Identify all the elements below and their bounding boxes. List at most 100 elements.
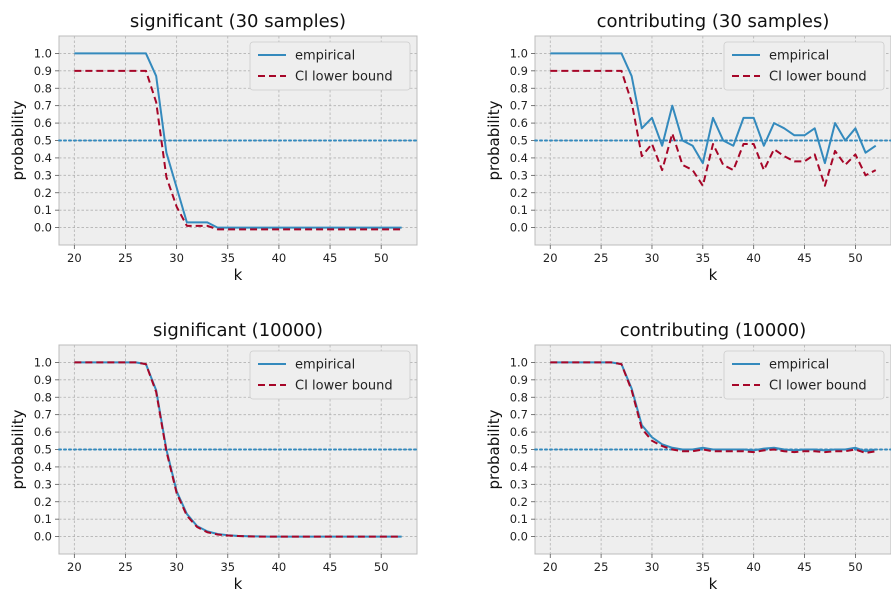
x-tick-label: 45 [323,560,338,574]
x-tick-label: 50 [848,560,863,574]
x-tick-label: 30 [169,560,184,574]
legend: empirical CI lower bound [249,41,411,91]
x-tick-label: 45 [797,251,812,265]
series-line-empirical [550,52,877,165]
y-tick-label: 0.1 [510,203,528,217]
y-tick-label: 0.3 [34,168,52,182]
x-axis-label: k [709,575,718,593]
series-line-empirical [74,52,402,229]
legend-box [723,350,885,400]
x-axis-label: k [709,266,718,284]
x-tick-label: 45 [323,251,338,265]
x-tick-label: 30 [169,251,184,265]
y-tick-label: 0.1 [34,203,52,217]
y-tick-label: 0.4 [510,151,528,165]
y-tick-label: 0.7 [34,99,52,113]
x-tick-label: 35 [696,251,711,265]
y-tick-label: 0.6 [34,116,52,130]
legend-label: CI lower bound [295,70,393,85]
y-tick-label: 0.6 [510,116,528,130]
x-tick-label: 40 [746,560,761,574]
chart-title: contributing (30 samples) [597,11,830,32]
y-tick-label: 0.4 [510,460,528,474]
x-tick-label: 25 [118,560,133,574]
chart-panel-2: 20 25 30 35 40 45 50 0.0 0.1 0.2 0.3 0.4 0.5 0.6 0.7 0.… [485,11,891,284]
legend: empirical CI lower bound [249,350,411,400]
x-tick-label: 50 [848,251,863,265]
x-tick-label: 45 [797,560,812,574]
y-tick-label: 0.3 [34,477,52,491]
y-tick-label: 0.9 [34,373,52,387]
legend-label: empirical [769,358,829,373]
y-axis-label: probability [485,100,503,180]
y-tick-label: 0.8 [510,390,528,404]
x-axis-label: k [234,575,243,593]
x-tick-label: 25 [594,560,609,574]
series-line-ci-lower-bound [550,69,877,187]
legend-label: empirical [295,49,355,64]
legend-label: CI lower bound [769,379,867,394]
chart-title: significant (10000) [153,320,323,341]
y-tick-label: 0.2 [34,186,52,200]
x-tick-label: 30 [645,251,660,265]
chart-panel-3: 20 25 30 35 40 45 50 0.0 0.1 0.2 0.3 0.4 0.5 0.6 0.7 0.… [9,320,418,593]
y-tick-label: 0.2 [34,495,52,509]
x-tick-label: 50 [374,251,389,265]
y-axis-label: probability [485,409,503,489]
x-axis-label: k [234,266,243,284]
y-tick-label: 0.7 [510,99,528,113]
y-tick-label: 0.9 [34,64,52,78]
chart-title: contributing (10000) [620,320,807,341]
legend: empirical CI lower bound [723,41,885,91]
x-tick-label: 35 [220,251,235,265]
y-tick-label: 0.0 [34,530,52,544]
legend-label: CI lower bound [295,379,393,394]
legend-box [249,41,411,91]
x-tick-label: 40 [272,251,287,265]
y-tick-label: 0.1 [34,512,52,526]
y-tick-label: 0.9 [510,373,528,387]
chart-panel-4: 20 25 30 35 40 45 50 0.0 0.1 0.2 0.3 0.4 0.5 0.6 0.7 0.… [485,320,891,593]
y-tick-label: 0.7 [510,408,528,422]
x-tick-label: 20 [543,251,558,265]
y-tick-label: 0.7 [34,408,52,422]
y-axis-label: probability [9,100,27,180]
x-tick-label: 20 [543,560,558,574]
legend: empirical CI lower bound [723,350,885,400]
y-tick-label: 0.8 [34,81,52,95]
legend-box [249,350,411,400]
y-tick-label: 0.5 [510,443,528,457]
y-tick-label: 0.1 [510,512,528,526]
chart-panel-1: 20 25 30 35 40 45 50 0.0 0.1 0.2 0.3 0.4 0.5 0.6 0.7 0.… [9,11,418,284]
x-tick-label: 35 [696,560,711,574]
x-tick-label: 35 [220,560,235,574]
y-tick-label: 0.2 [510,495,528,509]
series-line-empirical [550,361,876,453]
legend-box [723,41,885,91]
x-tick-label: 20 [67,560,82,574]
y-tick-label: 0.6 [34,425,52,439]
y-tick-label: 0.0 [34,221,52,235]
y-tick-label: 1.0 [34,46,52,60]
y-tick-label: 1.0 [510,46,528,60]
x-tick-label: 20 [67,251,82,265]
y-tick-label: 1.0 [510,355,528,369]
y-tick-label: 0.5 [34,134,52,148]
legend-label: CI lower bound [769,70,867,85]
y-tick-label: 0.0 [510,221,528,235]
x-tick-label: 25 [118,251,133,265]
chart-title: significant (30 samples) [130,11,346,32]
y-tick-label: 0.6 [510,425,528,439]
y-tick-label: 0.8 [510,81,528,95]
y-tick-label: 0.3 [510,477,528,491]
y-tick-label: 0.3 [510,168,528,182]
x-tick-label: 25 [594,251,609,265]
y-tick-label: 0.4 [34,460,52,474]
series-line-ci-lower-bound [74,361,402,538]
y-tick-label: 1.0 [34,355,52,369]
y-tick-label: 0.9 [510,64,528,78]
legend-label: empirical [295,358,355,373]
y-tick-label: 0.5 [34,443,52,457]
x-tick-label: 40 [272,560,287,574]
